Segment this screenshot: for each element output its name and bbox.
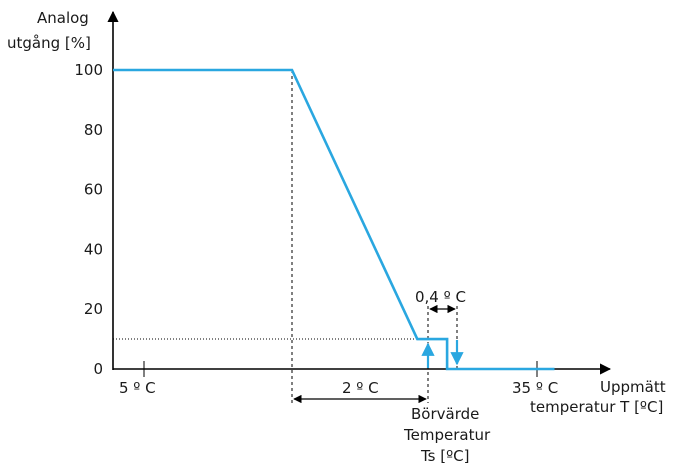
band-label: 2 º C xyxy=(342,379,379,397)
y-tick-label: 60 xyxy=(84,181,103,199)
hysteresis-label: 0,4 º C xyxy=(415,288,466,306)
series-line xyxy=(113,68,555,371)
x-tick-label-5c: 5 º C xyxy=(119,379,156,397)
y-ticks: 0 20 40 60 80 100 xyxy=(74,61,103,378)
y-tick-label: 40 xyxy=(84,240,103,258)
x-axis-title-line2: temperatur T [ºC] xyxy=(530,398,663,416)
y-tick-label: 0 xyxy=(93,360,103,378)
setpoint-label-line3: Ts [ºC] xyxy=(420,447,470,465)
y-axis-title-line1: Analog xyxy=(37,9,89,27)
y-tick-label: 20 xyxy=(84,300,103,318)
setpoint-label-line2: Temperatur xyxy=(403,426,491,444)
y-tick-label: 100 xyxy=(74,61,103,79)
x-tick-label-35c: 35 º C xyxy=(512,379,558,397)
x-axis-title-line1: Uppmätt xyxy=(600,378,666,396)
y-tick-label: 80 xyxy=(84,121,103,139)
y-axis-title-line2: utgång [%] xyxy=(7,34,91,52)
setpoint-label-line1: Börvärde xyxy=(411,405,479,423)
